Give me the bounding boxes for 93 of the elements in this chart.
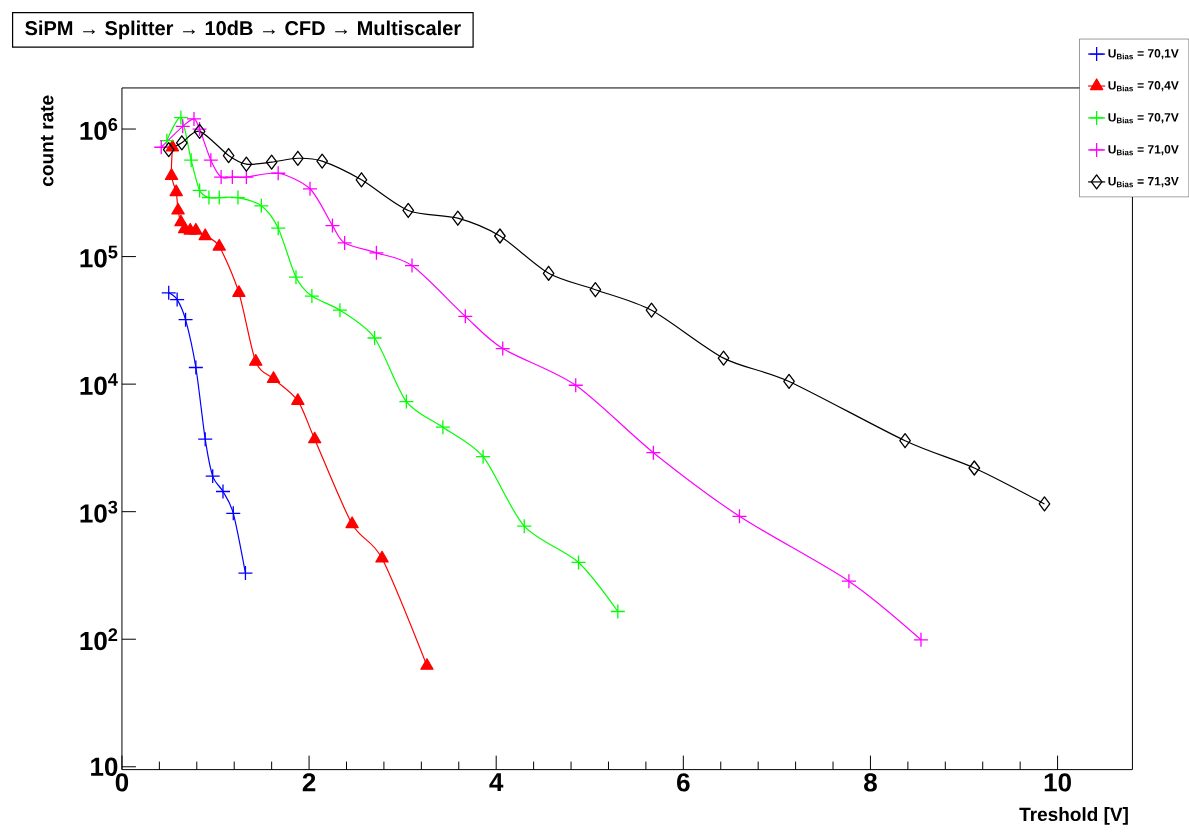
x-tick-label: 10 bbox=[1044, 773, 1071, 792]
point bbox=[253, 198, 269, 214]
point bbox=[316, 153, 329, 170]
x-tick-label: 8 bbox=[864, 773, 877, 792]
point bbox=[215, 484, 231, 500]
chart-title: SiPM → Splitter → 10dB → CFD → Multiscaler bbox=[25, 20, 461, 40]
point bbox=[175, 118, 191, 135]
point bbox=[494, 228, 506, 244]
point bbox=[302, 181, 318, 197]
point bbox=[841, 573, 857, 590]
point bbox=[645, 445, 662, 461]
point bbox=[332, 302, 348, 319]
legend-label: U$_{Bias}$ = 70,1V bbox=[1108, 49, 1179, 60]
point bbox=[783, 373, 795, 390]
point bbox=[189, 223, 203, 235]
point bbox=[224, 169, 240, 185]
point bbox=[404, 258, 420, 274]
point bbox=[212, 239, 226, 251]
point bbox=[899, 433, 911, 449]
point bbox=[205, 468, 221, 484]
point bbox=[291, 393, 305, 406]
point bbox=[475, 449, 491, 465]
point bbox=[336, 235, 353, 251]
legend-label: U$_{Bias}$ = 71,0V bbox=[1108, 145, 1179, 156]
point bbox=[288, 269, 304, 285]
point bbox=[968, 460, 981, 476]
point bbox=[183, 152, 199, 169]
point bbox=[717, 350, 730, 366]
y-tick-label: 10$^{6}$ bbox=[80, 118, 118, 141]
point bbox=[375, 550, 389, 563]
point bbox=[197, 431, 213, 448]
point bbox=[568, 377, 584, 394]
point bbox=[211, 190, 227, 206]
point bbox=[177, 312, 194, 328]
point bbox=[175, 135, 188, 151]
point bbox=[457, 308, 473, 325]
point bbox=[402, 203, 415, 219]
point bbox=[186, 111, 202, 127]
point bbox=[173, 110, 189, 126]
point bbox=[368, 245, 385, 261]
point bbox=[249, 354, 263, 367]
point bbox=[645, 302, 658, 319]
x-tick-label: 6 bbox=[677, 773, 690, 792]
point bbox=[516, 518, 532, 535]
point bbox=[304, 288, 320, 304]
point bbox=[589, 282, 602, 298]
point bbox=[238, 169, 255, 185]
point bbox=[366, 330, 383, 346]
point bbox=[435, 419, 451, 435]
legend-label: U$_{Bias}$ = 70,4V bbox=[1108, 81, 1179, 92]
y-tick-label: 10$^{5}$ bbox=[80, 245, 118, 268]
point bbox=[153, 139, 169, 156]
point bbox=[324, 218, 341, 234]
point bbox=[1038, 496, 1051, 512]
point bbox=[164, 168, 179, 181]
point bbox=[266, 371, 281, 384]
point bbox=[237, 565, 254, 581]
point bbox=[265, 154, 278, 171]
y-tick-label: 10$^{2}$ bbox=[80, 628, 118, 651]
x-axis-title: Treshold [V] bbox=[1019, 807, 1128, 826]
point bbox=[203, 152, 219, 169]
legend-label: U$_{Bias}$ = 71,3V bbox=[1108, 177, 1179, 188]
point bbox=[913, 632, 929, 648]
point bbox=[225, 505, 241, 522]
point bbox=[198, 228, 212, 241]
point bbox=[169, 184, 183, 197]
y-axis-title: count rate bbox=[40, 95, 54, 187]
point bbox=[230, 190, 246, 206]
point bbox=[270, 165, 286, 182]
point bbox=[570, 554, 587, 571]
y-tick-label: 10$^{3}$ bbox=[80, 500, 118, 523]
point bbox=[162, 142, 175, 158]
point bbox=[355, 172, 368, 188]
point bbox=[420, 658, 434, 671]
point bbox=[171, 203, 185, 215]
point bbox=[542, 265, 555, 282]
point bbox=[291, 150, 304, 167]
point bbox=[232, 285, 246, 298]
point bbox=[398, 394, 415, 410]
point bbox=[222, 148, 235, 164]
x-tick-label: 4 bbox=[489, 773, 504, 792]
point bbox=[307, 431, 322, 444]
point bbox=[188, 360, 204, 376]
point bbox=[731, 508, 748, 525]
point bbox=[610, 604, 626, 620]
legend-label: U$_{Bias}$ = 70,7V bbox=[1108, 113, 1179, 124]
point bbox=[345, 516, 359, 529]
x-tick-label: 2 bbox=[302, 773, 316, 792]
point bbox=[451, 210, 464, 227]
y-tick-label: 10$^{4}$ bbox=[80, 373, 118, 396]
point bbox=[240, 156, 253, 173]
point bbox=[495, 341, 511, 357]
point bbox=[270, 220, 286, 237]
